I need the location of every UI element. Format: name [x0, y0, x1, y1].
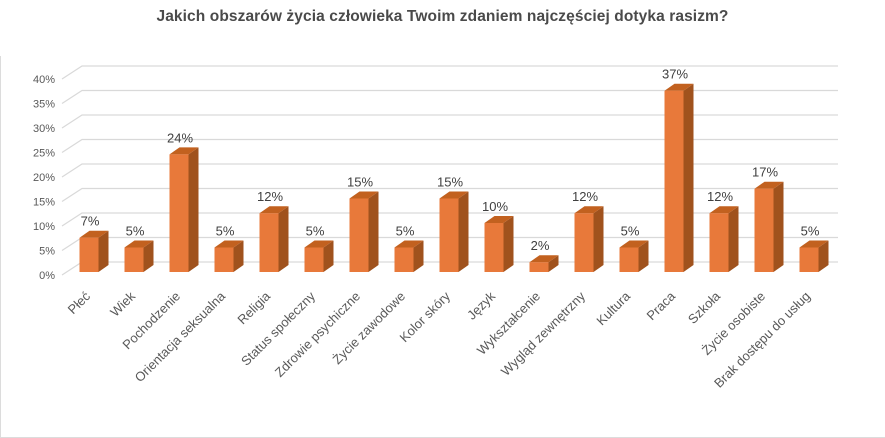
- bar-value-label: 5%: [621, 224, 640, 239]
- bar-top-face: [304, 240, 334, 248]
- bar: [439, 198, 459, 272]
- bar-top-face: [214, 240, 244, 248]
- bar-side-face: [323, 240, 334, 272]
- chart-frame-left-edge: [0, 56, 1, 438]
- bar: [574, 213, 594, 272]
- x-axis-category-label: Zdrowie psychiczne: [272, 289, 363, 380]
- gridline: [61, 163, 838, 178]
- y-axis-tick-label: 40%: [33, 74, 55, 86]
- bar-side-face: [278, 206, 289, 272]
- x-axis-category-label: Płeć: [65, 288, 94, 317]
- y-axis-tick-label: 20%: [33, 172, 55, 184]
- bar-top-face: [394, 240, 424, 248]
- bar-value-label: 7%: [81, 214, 100, 229]
- bar-top-face: [754, 181, 784, 189]
- bar-top-face: [169, 147, 199, 155]
- bar-top-face: [574, 206, 604, 214]
- bar: [214, 247, 234, 272]
- bar-top-face: [799, 240, 829, 248]
- y-axis-tick-label: 30%: [33, 123, 55, 135]
- bar-top-face: [439, 191, 469, 199]
- bar-value-label: 5%: [396, 224, 415, 239]
- bar-top-face: [529, 255, 559, 263]
- bar-value-label: 2%: [531, 238, 550, 253]
- bar-side-face: [368, 191, 379, 272]
- bar-value-label: 5%: [216, 224, 235, 239]
- bar: [529, 262, 549, 272]
- bar-side-face: [98, 230, 109, 272]
- bar: [79, 237, 99, 272]
- bar: [124, 247, 144, 272]
- bar-top-face: [79, 230, 109, 238]
- bar-value-label: 15%: [347, 175, 373, 190]
- bar-top-face: [664, 83, 694, 91]
- bar-value-label: 12%: [572, 189, 598, 204]
- x-axis-category-label: Język: [464, 288, 498, 322]
- gridline: [61, 138, 838, 154]
- bar-side-face: [233, 240, 244, 272]
- x-axis-category-label: Wygląd zewnętrzny: [498, 288, 589, 379]
- bar-side-face: [638, 240, 649, 272]
- bar-side-face: [548, 255, 559, 272]
- bar: [619, 247, 639, 272]
- bar-top-face: [484, 216, 514, 223]
- gridline: [61, 89, 838, 105]
- bar-side-face: [593, 206, 604, 272]
- bar-side-face: [413, 240, 424, 272]
- bar: [304, 247, 324, 272]
- bar-top-face: [619, 240, 649, 248]
- bar-value-label: 5%: [306, 224, 325, 239]
- bar-side-face: [818, 240, 829, 272]
- bar: [484, 223, 504, 272]
- bar: [394, 247, 414, 272]
- y-axis-tick-label: 5%: [39, 246, 55, 258]
- bar-side-face: [188, 147, 199, 272]
- y-axis-tick-label: 10%: [33, 221, 55, 233]
- bar: [259, 213, 279, 272]
- bar-value-label: 24%: [167, 130, 193, 145]
- bar-side-face: [773, 181, 784, 272]
- gridline: [61, 65, 838, 80]
- bar-side-face: [458, 191, 469, 272]
- bar-value-label: 12%: [257, 189, 283, 204]
- bar-top-face: [709, 206, 739, 214]
- chart-title: Jakich obszarów życia człowieka Twoim zd…: [156, 8, 729, 25]
- bar-value-label: 10%: [482, 199, 508, 214]
- bar: [709, 213, 729, 272]
- x-axis-category-label: Kultura: [593, 288, 633, 328]
- y-axis-tick-label: 15%: [33, 197, 55, 209]
- y-axis-tick-label: 35%: [33, 99, 55, 111]
- bar-value-label: 37%: [662, 67, 688, 82]
- bar: [169, 154, 189, 272]
- bar-top-face: [349, 191, 379, 199]
- y-axis-tick-label: 25%: [33, 148, 55, 160]
- bar-value-label: 12%: [707, 189, 733, 204]
- bar-value-label: 17%: [752, 165, 778, 180]
- bar-top-face: [259, 206, 289, 214]
- gridline: [61, 187, 838, 203]
- bar-side-face: [503, 216, 514, 272]
- bar: [349, 198, 369, 272]
- bar-side-face: [683, 83, 694, 272]
- bar-top-face: [124, 240, 154, 248]
- bar-value-label: 5%: [126, 224, 145, 239]
- bar-side-face: [143, 240, 154, 272]
- x-axis-category-label: Wiek: [107, 288, 138, 319]
- bar-side-face: [728, 206, 739, 272]
- gridline: [61, 114, 838, 129]
- bar-value-label: 15%: [437, 175, 463, 190]
- bar: [664, 90, 684, 272]
- x-axis-category-label: Szkoła: [685, 288, 724, 327]
- bar: [754, 188, 774, 272]
- x-axis-category-label: Praca: [643, 288, 678, 323]
- x-axis-category-label: Religia: [234, 288, 273, 327]
- x-axis-category-label: Orientacja seksualna: [132, 288, 229, 385]
- y-axis-tick-label: 0%: [39, 270, 55, 282]
- bar: [799, 247, 819, 272]
- bar-value-label: 5%: [801, 224, 820, 239]
